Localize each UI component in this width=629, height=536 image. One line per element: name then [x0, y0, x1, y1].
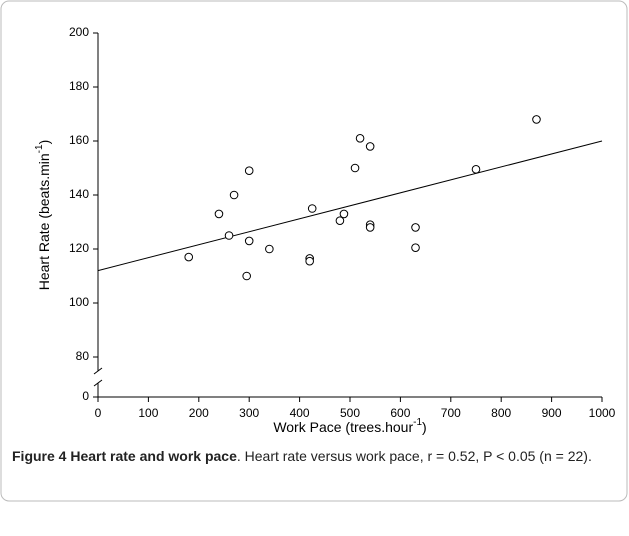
x-label-text: Work Pace (trees.hour [273, 419, 413, 435]
x-tick-label: 100 [138, 406, 158, 420]
axis-break [93, 367, 103, 375]
x-tick-label: 500 [340, 406, 360, 420]
caption: Figure 4 Heart rate and work pace. Heart… [12, 446, 612, 466]
y-tick-label: 0 [82, 389, 89, 403]
x-label-end: ) [422, 419, 427, 435]
data-point [365, 223, 375, 232]
x-label-sup: -1 [413, 417, 422, 428]
x-tick-label: 700 [441, 406, 461, 420]
y-tick-label: 200 [69, 25, 89, 39]
caption-text: . Heart rate versus work pace, r = 0.52,… [236, 448, 592, 464]
data-point [265, 244, 274, 254]
data-point [244, 236, 254, 246]
data-point [365, 142, 375, 151]
data-point [184, 252, 194, 262]
data-point [411, 223, 420, 232]
data-point [335, 216, 345, 225]
data-point [307, 204, 317, 213]
data-point [244, 166, 254, 175]
axis-break [93, 379, 103, 387]
y-label-text: Heart Rate (beats.min [36, 153, 52, 290]
y-axis-label: Heart Rate (beats.min-1) [34, 140, 52, 291]
data-point [242, 271, 251, 281]
data-point [224, 231, 234, 240]
y-tick-label: 80 [76, 349, 90, 363]
data-point [350, 163, 360, 173]
y-label-sup: -1 [34, 144, 45, 153]
x-tick-label: 0 [95, 406, 102, 420]
data-point [411, 243, 420, 252]
x-tick-label: 600 [390, 406, 410, 420]
y-tick-label: 160 [69, 133, 89, 147]
y-tick-label: 180 [69, 79, 89, 93]
trend-line [97, 140, 603, 272]
x-tick-label: 400 [290, 406, 310, 420]
frame [0, 0, 628, 502]
x-tick-label: 900 [542, 406, 562, 420]
y-tick-label: 120 [69, 241, 89, 255]
y-tick-label: 100 [69, 295, 89, 309]
x-axis-label: Work Pace (trees.hour-1) [273, 417, 426, 435]
data-point [229, 190, 239, 200]
data-point [339, 209, 349, 219]
y-label-end: ) [36, 140, 52, 145]
data-point [214, 209, 224, 219]
x-tick-label: 800 [491, 406, 511, 420]
data-point [355, 134, 365, 143]
data-point [532, 115, 541, 124]
caption-label: Figure 4 Heart rate and work pace [12, 448, 237, 464]
data-point [471, 165, 481, 174]
x-tick-label: 200 [189, 406, 209, 420]
x-tick-label: 300 [239, 406, 259, 420]
y-tick-label: 140 [69, 187, 89, 201]
data-point [305, 256, 314, 266]
x-tick-label: 1000 [589, 406, 616, 420]
